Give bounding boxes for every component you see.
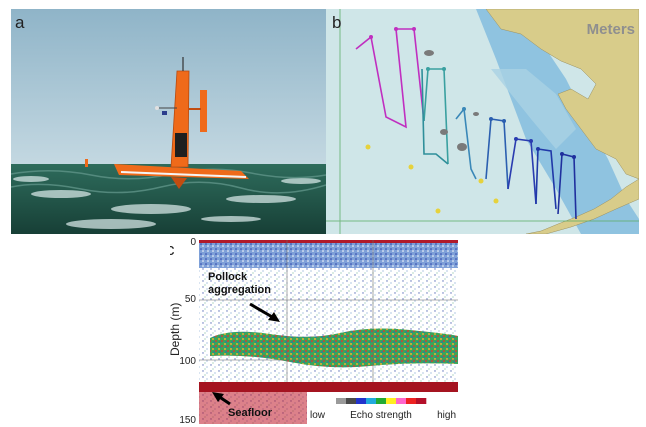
echogram-grid — [199, 240, 458, 382]
saildrone-illustration — [11, 9, 326, 234]
colorbar-swatch — [396, 398, 407, 404]
saildrone — [114, 57, 249, 189]
echogram: 0 50 100 150 Depth (m) Pollock aggregati… — [170, 238, 458, 424]
annotation-seafloor: Seafloor — [228, 407, 273, 419]
map-units-label: Meters — [586, 21, 635, 38]
colorbar-high-label: high — [437, 410, 456, 421]
track-waypoints — [369, 27, 576, 159]
y-tick-50: 50 — [185, 294, 197, 305]
map-illustration — [326, 9, 639, 234]
distant-buoy — [85, 159, 88, 167]
colorbar-swatch — [346, 398, 357, 404]
colorbar — [336, 398, 427, 404]
colorbar-swatch — [376, 398, 387, 404]
colorbar-swatch — [416, 398, 427, 404]
solar-panel — [175, 133, 187, 157]
sky — [11, 9, 326, 169]
survey-map: Meters b — [326, 9, 639, 234]
wave-foam — [13, 176, 321, 229]
colorbar-title: Echo strength — [350, 410, 412, 421]
seafloor-layer — [199, 382, 458, 392]
panel-c-label: c — [170, 240, 175, 259]
colorbar-swatch — [356, 398, 367, 404]
arrow-fish — [249, 302, 280, 322]
islands — [424, 50, 479, 151]
surface-layer — [199, 240, 458, 268]
echogram-panel: 0 50 100 150 Depth (m) Pollock aggregati… — [170, 238, 470, 424]
y-tick-150: 150 — [179, 415, 196, 424]
panel-b-label: b — [332, 13, 342, 32]
colorbar-background — [307, 392, 458, 424]
annotation-fish-line2: aggregation — [208, 284, 271, 296]
colorbar-swatch — [366, 398, 377, 404]
colorbar-swatch — [386, 398, 397, 404]
panel-a-label: a — [15, 13, 25, 32]
colorbar-swatch — [406, 398, 417, 404]
saildrone-photo: a — [11, 9, 326, 234]
station-markers — [365, 144, 499, 214]
graticule — [326, 9, 639, 234]
fish-aggregation — [210, 328, 458, 368]
y-axis-label: Depth (m) — [170, 303, 182, 356]
map-land — [485, 9, 639, 180]
colorbar-low-label: low — [310, 410, 326, 421]
y-tick-100: 100 — [179, 356, 196, 367]
colorbar-swatch — [336, 398, 347, 404]
y-tick-0: 0 — [190, 238, 196, 248]
arrow-seafloor — [212, 392, 231, 406]
annotation-fish-line1: Pollock — [208, 271, 248, 283]
